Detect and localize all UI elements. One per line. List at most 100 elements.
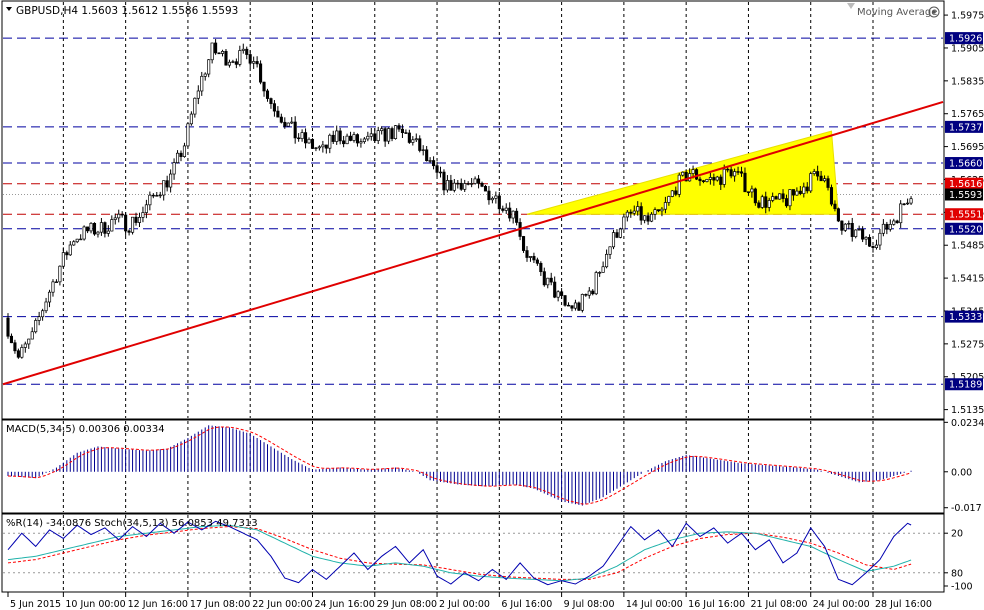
candle-bear [840,220,844,231]
candle-bull [172,162,176,175]
candle-bear [895,220,899,224]
candle-bull [470,183,474,185]
candle-bull [200,75,204,92]
candle-bull [252,61,256,64]
stochastic-main-line [7,524,912,582]
time-tick-label: 21 Jul 08:00 [750,599,807,610]
candle-bear [566,304,571,307]
candle-bear [791,189,795,196]
candle-bull [445,180,449,191]
candle-bear [373,133,377,142]
candle-bull [89,222,93,232]
candle-bull [227,61,231,66]
candle-bull [317,146,321,149]
current-price-tag [945,188,983,201]
candle-bear [127,230,131,233]
candle-bear [404,132,408,134]
price-tick-label: 1.5835 [951,76,984,87]
time-tick-label: 28 Jul 16:00 [875,599,932,610]
candle-bear [816,171,820,177]
candle-bear [456,182,460,185]
candle-bear [871,245,875,248]
candle-bear [6,317,10,337]
indicator-label: Moving Average [857,7,937,18]
candle-bear [248,54,252,64]
candle-bull [47,291,52,303]
price-tick-label: 1.5765 [951,109,984,120]
price-level-tag [945,32,983,45]
candle-bull [663,202,667,210]
candle-bear [390,128,394,139]
candle-bear [432,160,436,167]
time-tick-label: 12 Jun 16:00 [128,599,188,610]
candle-bull [345,135,349,145]
price-level-tag-label: 1.5520 [949,224,982,235]
candle-bear [120,213,124,216]
candle-bull [691,169,695,174]
oscillator-pane[interactable]: 20 80 -100 %R(14) -34.0876 Stoch(34,5,13) … [1,513,973,593]
candle-bear [16,350,20,358]
candle-bull [61,252,65,267]
candle-bull [660,208,664,212]
candle-bull [79,238,83,241]
candle-bull [241,48,245,51]
candle-bull [636,206,640,212]
candle-bull [653,209,657,215]
candle-bull [854,229,858,237]
candle-bear [701,180,706,182]
chart-header: GBPUSD,H4 1.5603 1.5612 1.5586 1.5593 Mo… [6,3,940,18]
candle-bull [290,121,294,124]
candle-bear [151,194,155,197]
candle-bull [556,291,560,298]
price-tick-label: 1.5695 [951,142,984,153]
candle-bear [729,169,733,177]
candle-bear [124,214,128,232]
price-level-tag [945,378,983,391]
macd-histogram [7,425,912,506]
price-level-tag [945,208,983,221]
candle-bull [594,272,598,295]
candle-bull [625,211,629,218]
candle-bear [774,196,778,200]
settings-gear-icon[interactable] [928,6,940,18]
price-pane[interactable]: 1.59751.59051.58351.57651.56951.56251.55… [1,0,984,420]
candle-bear [342,140,346,145]
williams-r-line [7,520,912,586]
candle-bull [113,217,117,220]
symbol-ohlc-line: GBPUSD,H4 1.5603 1.5612 1.5586 1.5593 [16,5,238,17]
candle-bull [186,123,190,147]
candle-bull [722,168,726,185]
candle-bull [812,171,816,174]
candle-bull [677,174,681,195]
candle-bull [68,244,72,256]
candle-bear [532,256,536,261]
candle-bear [726,168,730,171]
candle-bull [750,188,754,193]
red-trendline[interactable] [2,101,944,386]
candle-bear [338,130,342,142]
price-level-tag [945,120,983,133]
candle-bull [82,226,86,240]
dropdown-arrow-icon[interactable] [6,7,12,11]
candle-bull [874,244,879,248]
time-tick-label: 16 Jul 16:00 [688,599,745,610]
candle-bear [483,185,488,192]
candle-bear [86,226,90,232]
candle-bear [819,175,823,182]
candle-bear [743,172,747,193]
price-level-tag-label: 1.5333 [949,312,982,323]
candle-bear [13,342,17,352]
time-tick-label: 2 Jul 00:00 [439,599,490,610]
candle-bull [605,253,609,268]
candle-bull [598,272,602,274]
candle-bear [355,134,360,144]
candle-bull [705,179,709,182]
oscillator-title: %R(14) -34.0876 Stoch(34,5,13) 56.0853 4… [6,518,258,529]
candle-bull [393,125,398,139]
candle-bull [546,277,550,286]
price-level-tag-label: 1.5616 [949,179,982,190]
candle-bear [591,290,595,295]
macd-pane[interactable]: 0.0234 0.00 -0.017 MACD(5,34,5) 0.00306 0.… [1,418,984,514]
candle-bull [189,113,193,125]
candle-bear [245,48,249,55]
